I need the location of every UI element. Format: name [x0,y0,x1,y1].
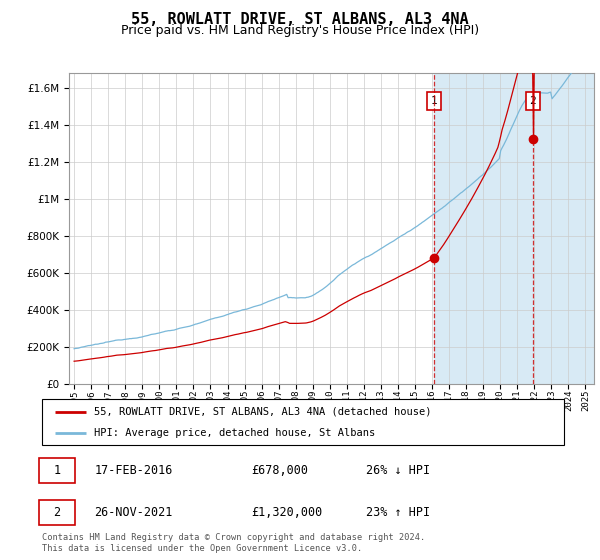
Text: 55, ROWLATT DRIVE, ST ALBANS, AL3 4NA: 55, ROWLATT DRIVE, ST ALBANS, AL3 4NA [131,12,469,27]
Text: 26% ↓ HPI: 26% ↓ HPI [365,464,430,477]
Text: 55, ROWLATT DRIVE, ST ALBANS, AL3 4NA (detached house): 55, ROWLATT DRIVE, ST ALBANS, AL3 4NA (d… [94,407,432,417]
Text: 1: 1 [431,96,437,106]
FancyBboxPatch shape [42,399,564,445]
Bar [434,73,594,384]
Text: HPI: Average price, detached house, St Albans: HPI: Average price, detached house, St A… [94,428,376,438]
Text: Price paid vs. HM Land Registry's House Price Index (HPI): Price paid vs. HM Land Registry's House … [121,24,479,37]
FancyBboxPatch shape [40,458,75,483]
Text: 17-FEB-2016: 17-FEB-2016 [94,464,173,477]
Text: £1,320,000: £1,320,000 [251,506,322,519]
FancyBboxPatch shape [40,500,75,525]
Text: Contains HM Land Registry data © Crown copyright and database right 2024.
This d: Contains HM Land Registry data © Crown c… [42,533,425,553]
Text: 2: 2 [530,96,536,106]
Text: 26-NOV-2021: 26-NOV-2021 [94,506,173,519]
Text: 23% ↑ HPI: 23% ↑ HPI [365,506,430,519]
Text: 1: 1 [53,464,61,477]
Text: 2: 2 [53,506,61,519]
Text: £678,000: £678,000 [251,464,308,477]
